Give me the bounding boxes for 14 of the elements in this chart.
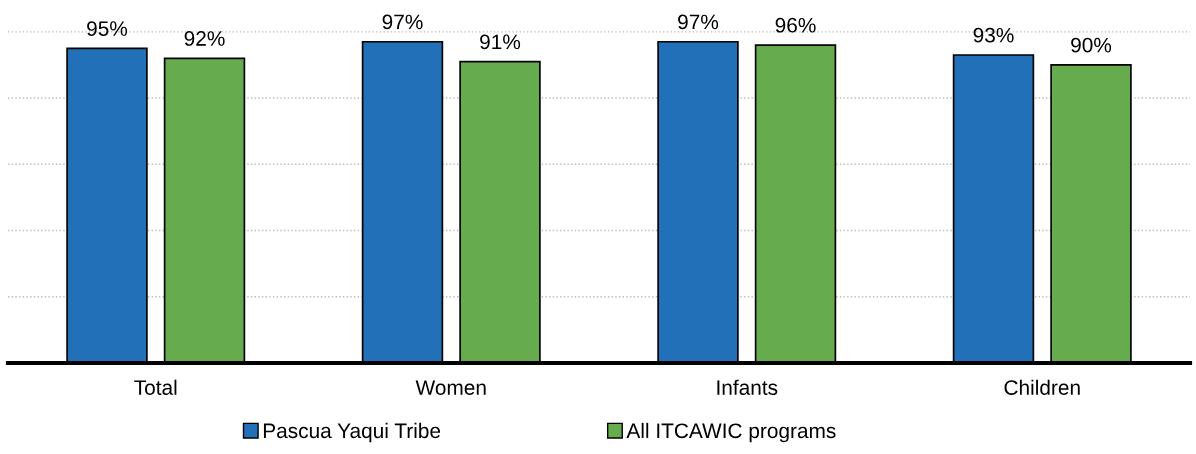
legend-label: Pascua Yaqui Tribe [263,422,441,443]
data-label: 97% [678,14,719,30]
data-label: 90% [1071,37,1112,53]
data-label: 91% [480,34,521,50]
legend-label: All ITCAWIC programs [626,422,836,443]
data-label: 93% [973,27,1014,43]
data-label: 92% [184,31,225,46]
x-tick-label: Women [415,380,486,395]
data-label: 96% [775,17,816,33]
data-label: 95% [87,21,128,36]
x-tick-label: Total [134,379,177,395]
x-tick-label: Children [1004,379,1080,395]
data-label: 97% [382,14,423,30]
x-tick-label: Infants [717,379,778,395]
